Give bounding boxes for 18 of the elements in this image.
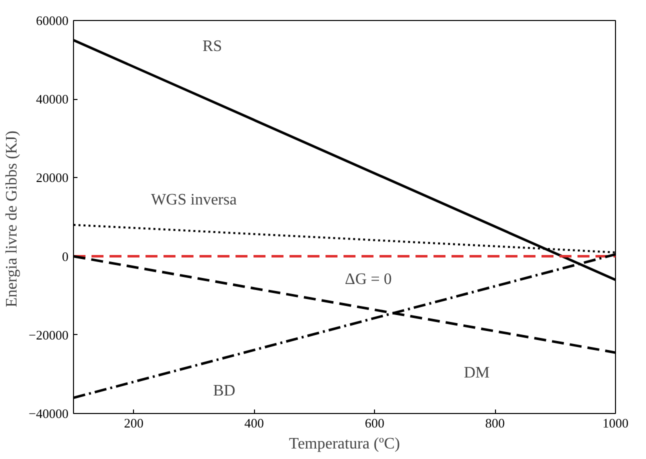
y-tick-label: 20000 <box>36 170 68 186</box>
x-tick-label: 600 <box>364 416 384 430</box>
x-tick-label: 800 <box>485 416 505 430</box>
series-label: ΔG = 0 <box>344 270 392 288</box>
x-axis-title: Temperatura (ºC) <box>289 436 400 452</box>
text: DM <box>464 364 490 382</box>
series-label: BD <box>213 382 236 400</box>
x-tick-label: 200 <box>124 416 144 430</box>
y-tick-label: 60000 <box>36 13 68 28</box>
y-tick-label: 40000 <box>36 92 68 107</box>
x-tick-label: 400 <box>244 416 264 430</box>
series-label: WGS inversa <box>150 191 237 208</box>
y-tick-label: 0 <box>62 248 68 264</box>
y-axis-title: Energia livre de Gibbs (KJ) <box>4 130 21 308</box>
text: RS <box>202 38 222 56</box>
x-tick-label: 1000 <box>602 416 628 430</box>
y-tick-label: −20000 <box>28 327 69 342</box>
y-tick-label: −40000 <box>28 406 69 421</box>
